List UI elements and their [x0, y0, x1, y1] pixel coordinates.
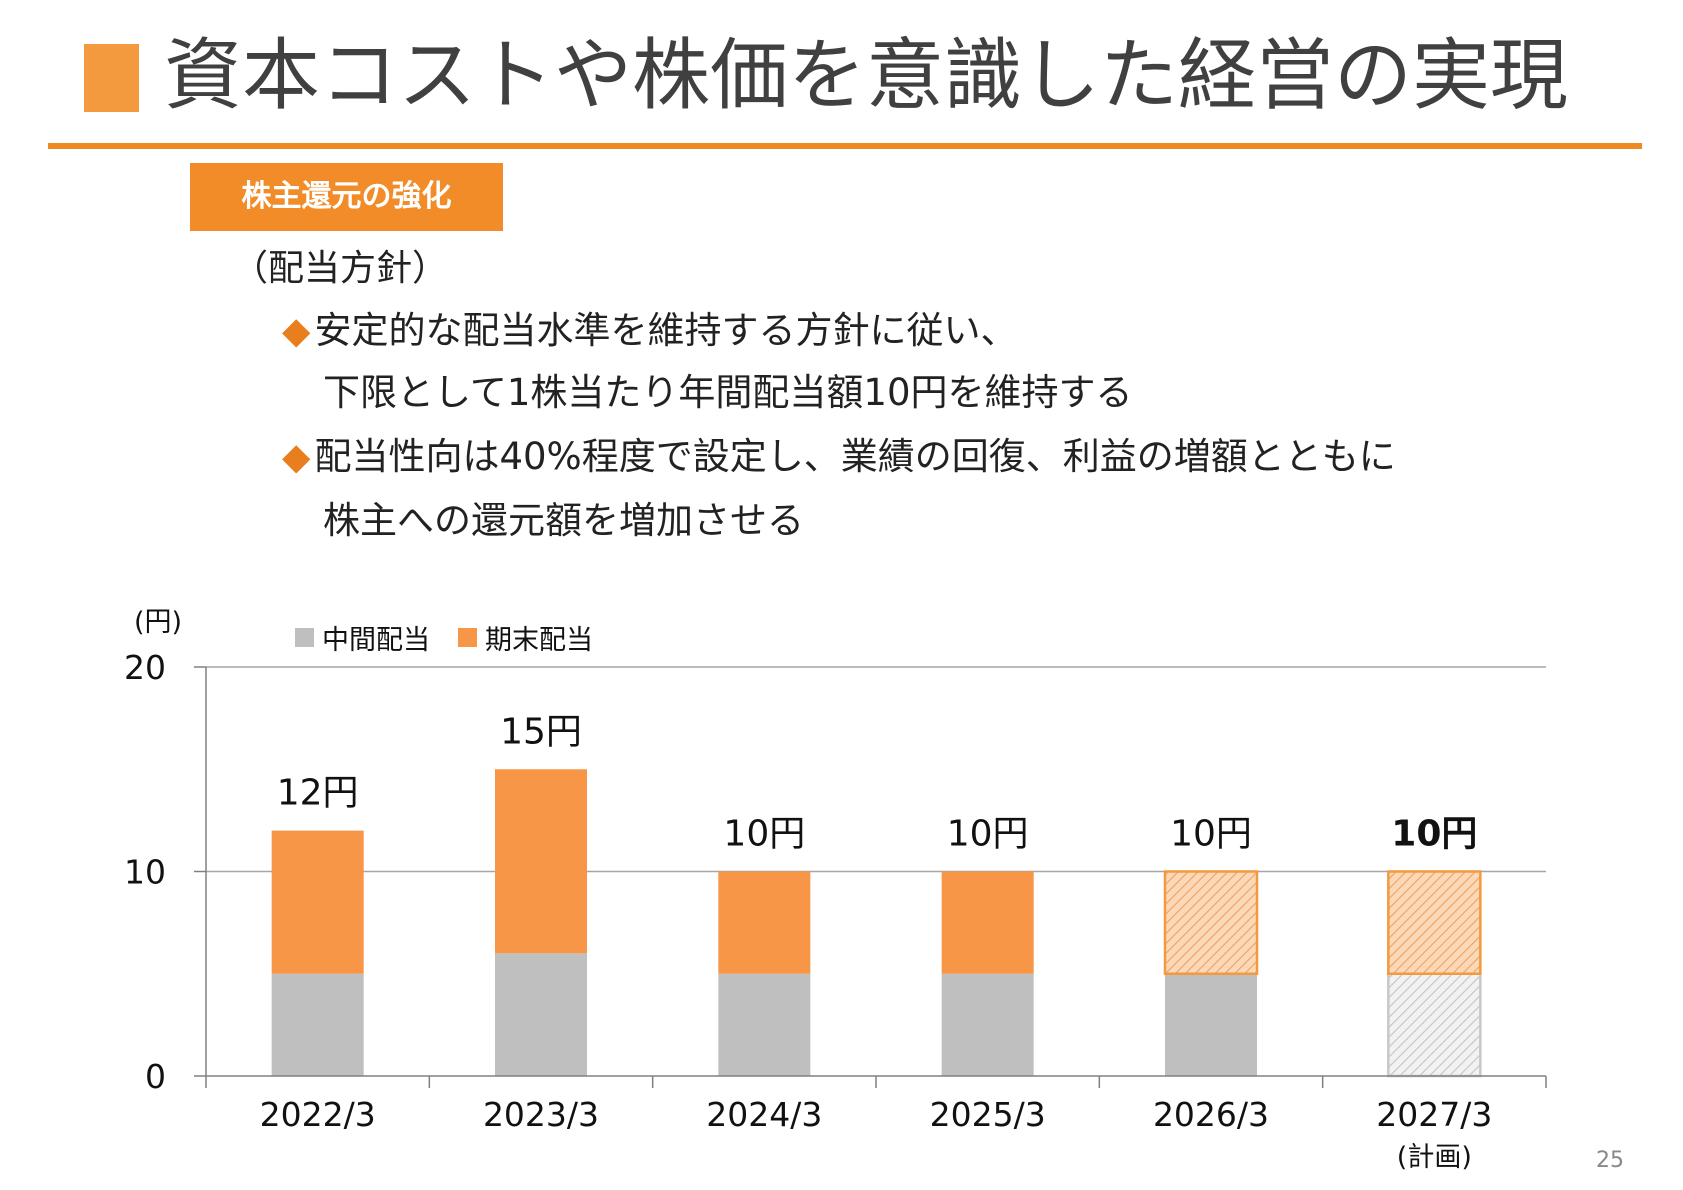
bar-interim	[941, 973, 1034, 1076]
policy-bullet-2-line2: 株主への還元額を増加させる	[323, 499, 804, 542]
legend-swatch-interim	[295, 628, 314, 647]
section-label: 株主還元の強化	[190, 163, 503, 231]
bar-final	[495, 769, 587, 954]
bar-total-label: 10円	[723, 814, 805, 855]
legend-swatch-final	[458, 628, 477, 647]
policy-bullet-2: ◆ 配当性向は40%程度で設定し、業績の回復、利益の増額とともに	[282, 430, 1396, 484]
policy-bullet-1: ◆ 安定的な配当水準を維持する方針に従い、	[282, 304, 1017, 358]
y-tick-label: 0	[145, 1057, 166, 1096]
legend-item-final: 期末配当	[458, 618, 593, 657]
x-tick-label: 2027/3	[1376, 1095, 1492, 1134]
y-axis-unit: (円)	[134, 607, 183, 638]
x-tick-label: 2026/3	[1153, 1095, 1269, 1134]
bar-interim	[718, 973, 811, 1076]
title-marker	[84, 44, 139, 112]
bar-interim	[271, 973, 364, 1076]
policy-bullet-1-line1: 安定的な配当水準を維持する方針に従い、	[314, 309, 1018, 352]
bar-interim	[495, 953, 587, 1076]
bar-total-label: 10円	[947, 814, 1029, 855]
bar-final	[1387, 870, 1482, 975]
bar-final	[1163, 870, 1259, 975]
legend-label-final: 期末配当	[485, 625, 593, 656]
page-title: 資本コストや株価を意識した経営の実現	[164, 31, 1569, 121]
y-tick-label: 20	[124, 648, 166, 687]
title-divider	[48, 143, 1642, 149]
bar-final	[718, 871, 811, 974]
diamond-bullet-icon: ◆	[282, 309, 311, 352]
y-tick-label: 10	[124, 853, 166, 892]
page-number: 25	[1596, 1148, 1624, 1173]
bar-total-label: 10円	[1170, 814, 1252, 855]
bar-total-label: 10円	[1391, 814, 1477, 855]
x-tick-label: 2022/3	[260, 1095, 376, 1134]
legend-label-interim: 中間配当	[322, 625, 430, 656]
policy-bullet-2-line1: 配当性向は40%程度で設定し、業績の回復、利益の増額とともに	[314, 435, 1396, 478]
policy-heading: （配当方針）	[232, 248, 449, 289]
diamond-bullet-icon: ◆	[282, 435, 311, 478]
x-tick-label: 2024/3	[706, 1095, 822, 1134]
bar-interim	[1165, 973, 1257, 1076]
bar-final	[271, 830, 364, 974]
bar-total-label: 12円	[277, 773, 359, 814]
policy-bullet-1-line2: 下限として1株当たり年間配当額10円を維持する	[323, 371, 1133, 414]
x-tick-label: 2023/3	[483, 1095, 599, 1134]
bar-final	[941, 871, 1034, 974]
bar-interim	[1387, 972, 1482, 1078]
x-tick-note: (計画)	[1397, 1142, 1472, 1173]
legend-item-interim: 中間配当	[295, 618, 430, 657]
chart-legend: 中間配当 期末配当	[295, 618, 593, 657]
bar-total-label: 15円	[500, 711, 582, 752]
x-tick-label: 2025/3	[930, 1095, 1046, 1134]
